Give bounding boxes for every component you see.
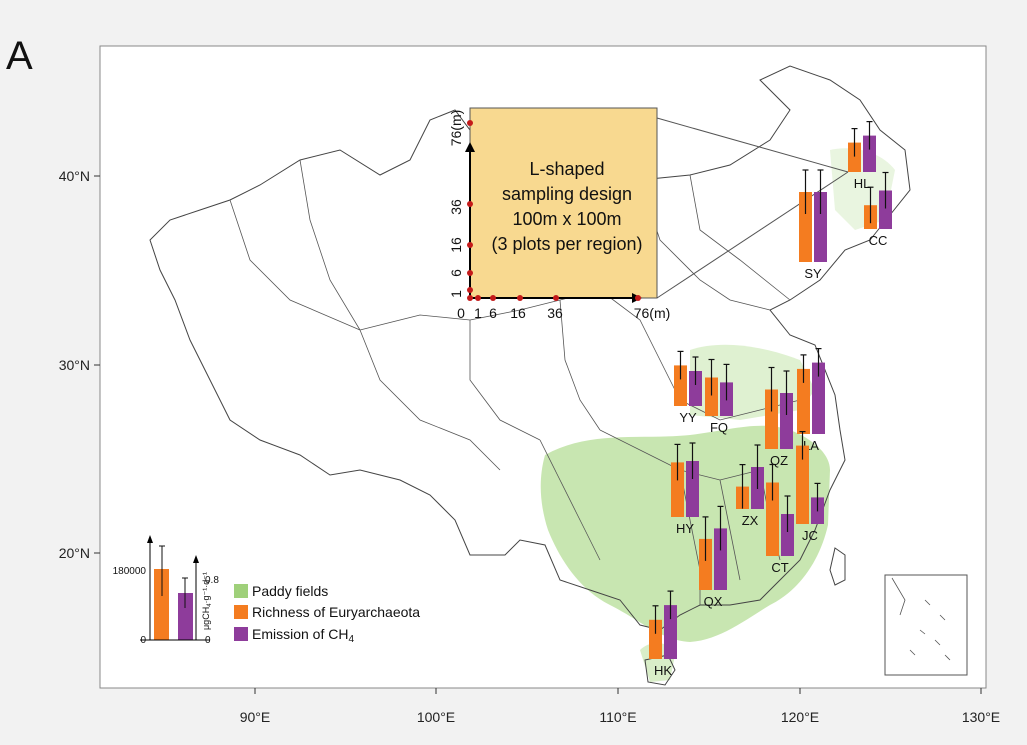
region-label: YY	[679, 410, 697, 425]
scale-left-bottom: 0	[140, 635, 146, 646]
region-label: HK	[654, 663, 672, 678]
inset-title-line: L-shaped	[529, 159, 604, 179]
x-tick-label: 130°E	[962, 709, 1000, 725]
inset-x-tick: 1	[474, 305, 482, 321]
inset-y-tick: 16	[448, 237, 464, 253]
region-label: JC	[802, 528, 818, 543]
inset-title-line: 100m x 100m	[512, 209, 621, 229]
y-tick-label: 40°N	[59, 168, 90, 184]
bar-ct-richness	[766, 482, 779, 556]
bar-yy-emission	[689, 371, 702, 406]
legend-swatch-emission	[234, 627, 248, 641]
scale-bar-emission	[178, 593, 193, 640]
scale-unit-tail: ·g⁻¹·d⁻¹	[201, 572, 211, 604]
legend-emission-text: Emission of CH	[252, 626, 348, 642]
x-tick-label: 110°E	[599, 709, 636, 725]
inset-x-tick: 36	[547, 305, 563, 321]
bar-hy-richness	[671, 462, 684, 517]
x-tick-label: 90°E	[240, 709, 271, 725]
bar-hl-emission	[863, 135, 876, 172]
region-label: SY	[804, 266, 822, 281]
south-china-sea-islands	[891, 577, 951, 661]
legend-paddy: Paddy fields	[252, 583, 328, 599]
region-label: HL	[854, 176, 871, 191]
sampling-inset	[469, 107, 658, 299]
region-label: CC	[869, 233, 888, 248]
bar-cc-emission	[879, 190, 892, 229]
bar-hy-emission	[686, 461, 699, 517]
bar-qx-emission	[714, 528, 727, 590]
bar-qx-richness	[699, 538, 712, 590]
x-axis	[254, 688, 982, 694]
inset-y-tick: 36	[448, 199, 464, 215]
scale-bar	[140, 535, 210, 641]
bar-la-richness	[797, 368, 810, 434]
bar-jc-richness	[796, 445, 809, 524]
inset-y-arrow	[465, 142, 475, 152]
inset-y-tick: 1	[448, 290, 464, 298]
inset-title-line: (3 plots per region)	[491, 234, 642, 254]
bar-la-emission	[812, 362, 825, 434]
inset-x-tick: 76(m)	[634, 305, 671, 321]
bar-ct-emission	[781, 514, 794, 556]
legend-swatch-richness	[234, 605, 248, 619]
bar-sy-richness	[799, 192, 812, 262]
south-china-sea-inset	[884, 574, 968, 676]
y-tick-label: 30°N	[59, 357, 90, 373]
scale-right-top: 0.8	[205, 575, 219, 586]
legend-swatch-paddy	[234, 584, 248, 598]
bar-hk-emission	[664, 605, 677, 659]
bar-qz-emission	[780, 393, 793, 449]
inset-x-tick: 16	[510, 305, 526, 321]
scale-right-bottom: 0	[205, 635, 211, 646]
bar-qz-richness	[765, 389, 778, 449]
bar-fq-richness	[705, 377, 718, 416]
x-tick-label: 100°E	[417, 709, 455, 725]
y-axis	[94, 175, 100, 554]
inset-title-line: sampling design	[502, 184, 632, 204]
x-tick-label: 120°E	[781, 709, 819, 725]
scale-unit-sub: 4	[207, 603, 213, 607]
region-label: CT	[771, 560, 788, 575]
region-label: ZX	[742, 513, 759, 528]
svg-text:μgCH4·g⁻¹·d⁻¹: μgCH4·g⁻¹·d⁻¹	[201, 572, 213, 630]
y-tick-label: 20°N	[59, 545, 90, 561]
legend-emission-sub: 4	[348, 634, 354, 645]
region-label: FQ	[710, 420, 728, 435]
bar-yy-richness	[674, 365, 687, 406]
scale-unit-main: μgCH	[201, 607, 211, 630]
bar-sy-emission	[814, 192, 827, 262]
inset-y-tick: 6	[448, 269, 464, 277]
scale-unit-label: μgCH4·g⁻¹·d⁻¹	[201, 572, 213, 630]
inset-x-tick: 6	[489, 305, 497, 321]
bar-hk-richness	[649, 619, 662, 659]
scale-left-top: 180000	[113, 566, 147, 577]
inset-callout-line	[656, 117, 849, 173]
legend-emission: Emission of CH4	[252, 626, 354, 645]
scale-bar-richness	[154, 569, 169, 640]
region-label: HY	[676, 521, 694, 536]
inset-y-tick: 76(m)	[448, 110, 464, 147]
legend-richness: Richness of Euryarchaeota	[252, 604, 420, 620]
region-label: QX	[704, 594, 723, 609]
panel-label: A	[6, 34, 33, 78]
inset-sample-points	[467, 120, 641, 301]
inset-x-tick: 0	[457, 305, 465, 321]
bar-hl-richness	[848, 142, 861, 172]
taiwan	[829, 547, 846, 586]
